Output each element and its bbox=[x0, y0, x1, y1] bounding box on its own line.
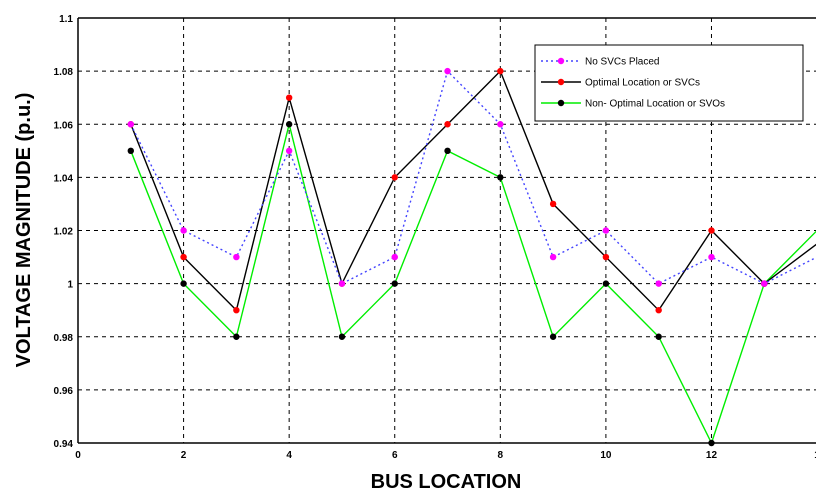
data-point bbox=[444, 121, 451, 128]
data-point bbox=[233, 306, 240, 314]
data-point bbox=[338, 280, 346, 287]
y-tick-label: 0.96 bbox=[54, 386, 74, 397]
data-point bbox=[391, 174, 398, 181]
x-tick-label: 10 bbox=[600, 450, 612, 461]
y-tick-label: 1.06 bbox=[54, 120, 74, 131]
data-point bbox=[233, 253, 240, 261]
series-line bbox=[130, 69, 816, 312]
data-point bbox=[338, 333, 346, 340]
data-point bbox=[285, 94, 293, 101]
data-point bbox=[549, 333, 557, 340]
data-point bbox=[497, 174, 504, 181]
y-tick-label: 1.02 bbox=[54, 227, 74, 238]
y-tick-label: 1 bbox=[67, 280, 73, 291]
data-point bbox=[391, 253, 398, 261]
x-tick-label: 12 bbox=[706, 450, 718, 461]
legend-label: Optimal Location or SVCs bbox=[585, 78, 700, 89]
x-tick-label: 4 bbox=[286, 450, 292, 461]
x-tick-label: 0 bbox=[75, 450, 81, 461]
legend-marker bbox=[557, 99, 565, 107]
y-tick-label: 0.98 bbox=[54, 333, 74, 344]
data-point bbox=[285, 147, 293, 155]
data-point bbox=[180, 227, 187, 234]
x-tick-label: 2 bbox=[181, 450, 187, 461]
data-point bbox=[497, 67, 504, 75]
legend-entries: No SVCs Placed Optimal Location or SVCs No… bbox=[541, 57, 725, 110]
data-point bbox=[391, 280, 398, 287]
x-axis-label: BUS LOCATION bbox=[371, 471, 522, 493]
data-point bbox=[444, 147, 451, 155]
data-point bbox=[180, 280, 187, 287]
series-line bbox=[130, 124, 816, 445]
data-point bbox=[180, 253, 187, 261]
data-point bbox=[549, 200, 557, 208]
data-point bbox=[708, 227, 715, 234]
data-point bbox=[497, 121, 504, 128]
y-axis-label: VOLTAGE MAGNITUDE (p.u.) bbox=[13, 93, 35, 368]
legend-label: Non- Optimal Location or SVOs bbox=[585, 99, 725, 110]
data-point bbox=[761, 280, 768, 287]
data-point bbox=[655, 306, 662, 314]
data-point bbox=[602, 227, 610, 234]
legend-label: No SVCs Placed bbox=[585, 57, 659, 68]
data-point bbox=[233, 333, 240, 340]
data-point bbox=[285, 121, 293, 128]
data-point bbox=[602, 280, 610, 287]
legend-marker bbox=[557, 78, 565, 86]
data-point bbox=[602, 253, 610, 261]
legend-marker bbox=[557, 57, 565, 65]
data-point bbox=[708, 253, 715, 261]
data-point bbox=[549, 253, 557, 261]
legend-box bbox=[534, 44, 804, 122]
data-point bbox=[655, 333, 662, 340]
data-point bbox=[127, 147, 134, 155]
tick-labels: 0 2 4 6 8 10 12 1 0.94 0.96 0.98 1 1.02 1.04 1.06 1.08 1… bbox=[54, 14, 816, 461]
y-tick-label: 0.94 bbox=[54, 439, 74, 450]
y-tick-label: 1.04 bbox=[54, 173, 74, 184]
x-tick-label: 1 bbox=[814, 450, 816, 461]
legend: No SVCs Placed Optimal Location or SVCs No… bbox=[534, 44, 804, 122]
data-point bbox=[127, 121, 134, 128]
x-tick-label: 8 bbox=[498, 450, 504, 461]
series-layer bbox=[127, 67, 816, 447]
data-point bbox=[655, 280, 662, 287]
data-point bbox=[444, 67, 451, 75]
x-tick-label: 6 bbox=[392, 450, 398, 461]
y-tick-label: 1.08 bbox=[54, 67, 74, 78]
y-tick-label: 1.1 bbox=[59, 14, 73, 25]
